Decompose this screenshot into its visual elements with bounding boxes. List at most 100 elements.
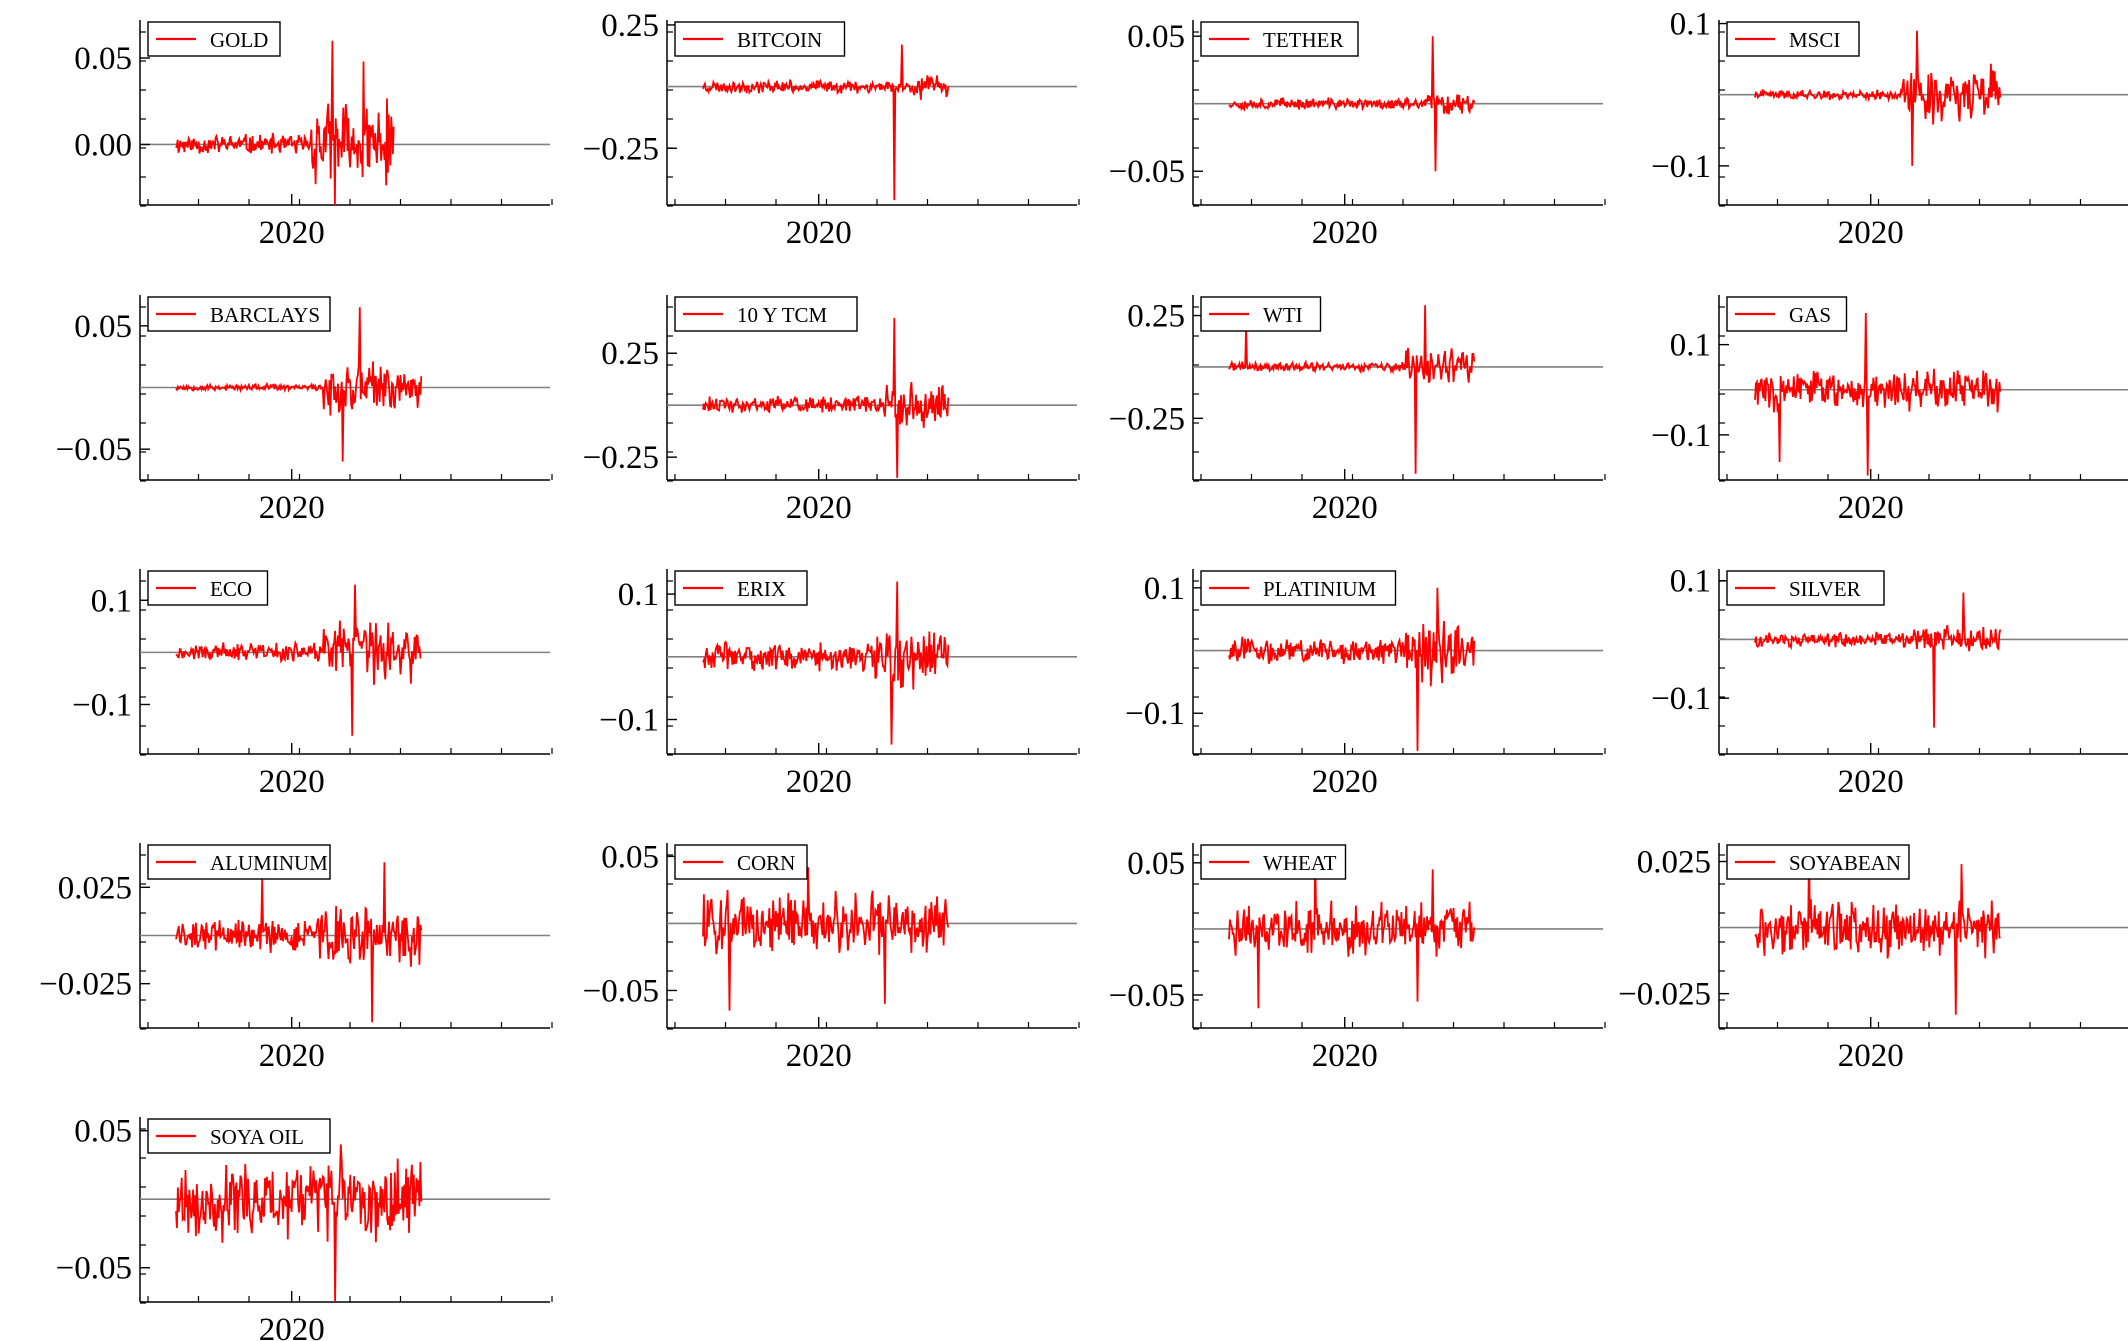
y-tick-label: 0.1 [618, 577, 659, 613]
x-tick-label: 2020 [259, 764, 325, 800]
x-tick-label: 2020 [1838, 490, 1904, 526]
series-line [1754, 592, 2002, 728]
legend-label: CORN [737, 851, 795, 875]
y-tick-label: 0.00 [74, 127, 132, 163]
series-line [1228, 587, 1476, 751]
series-line [175, 307, 423, 462]
y-tick-label: −0.1 [599, 703, 659, 739]
panel-gold: 0.05 0.00 2020 GOLD [74, 20, 553, 251]
y-tick-label: 0.1 [91, 583, 132, 619]
y-tick-label: −0.05 [1109, 978, 1185, 1014]
panel-erix: 0.1 −0.1 2020 ERIX [599, 569, 1080, 800]
y-tick-label: 0.25 [601, 336, 659, 372]
series-line [175, 40, 395, 206]
x-tick-label: 2020 [1312, 1038, 1378, 1074]
x-tick-label: 2020 [1838, 215, 1904, 251]
y-tick-label: 0.05 [1127, 846, 1185, 882]
y-tick-label: 0.05 [601, 839, 659, 875]
legend-label: ALUMINUM [210, 851, 328, 875]
panel-10-y-tcm: 0.25 −0.25 2020 10 Y TCM [583, 295, 1080, 526]
legend-label: PLATINIUM [1263, 577, 1376, 601]
y-tick-label: 0.05 [74, 1114, 132, 1150]
legend-label: WTI [1263, 303, 1303, 327]
panel-wti: 0.25 −0.25 2020 WTI [1109, 295, 1606, 526]
y-tick-label: 0.05 [74, 41, 132, 77]
panel-silver: 0.1 −0.1 2020 SILVER [1651, 564, 2128, 800]
series-line [175, 584, 422, 736]
series-line [175, 1144, 423, 1303]
y-tick-label: −0.05 [1109, 154, 1185, 190]
y-tick-label: −0.025 [39, 967, 132, 1003]
legend-label: 10 Y TCM [737, 303, 828, 327]
y-tick-label: −0.05 [56, 1251, 132, 1287]
panel-tether: 0.05 −0.05 2020 TETHER [1109, 19, 1606, 251]
y-tick-label: 0.1 [1670, 328, 1711, 364]
series-line [1228, 856, 1476, 1009]
y-tick-label: −0.25 [583, 440, 659, 476]
y-tick-label: −0.05 [583, 973, 659, 1009]
y-tick-label: 0.05 [74, 309, 132, 345]
x-tick-label: 2020 [786, 215, 852, 251]
x-tick-label: 2020 [1838, 1038, 1904, 1074]
x-tick-label: 2020 [259, 215, 325, 251]
y-tick-label: 0.05 [1127, 19, 1185, 55]
panel-corn: 0.05 −0.05 2020 CORN [583, 839, 1080, 1074]
panel-soyabean: 0.025 −0.025 2020 SOYABEAN [1618, 843, 2128, 1074]
legend-label: SOYA OIL [210, 1125, 304, 1149]
panel-gas: 0.1 −0.1 2020 GAS [1651, 295, 2128, 526]
x-tick-label: 2020 [786, 490, 852, 526]
legend-label: SILVER [1789, 577, 1861, 601]
series-line [1754, 30, 2002, 166]
panel-msci: 0.1 −0.1 2020 MSCI [1651, 7, 2128, 251]
series-line [702, 867, 950, 1011]
y-tick-label: 0.25 [1127, 299, 1185, 335]
y-tick-label: 0.1 [1670, 564, 1711, 600]
y-tick-label: −0.1 [72, 687, 132, 723]
x-tick-label: 2020 [259, 490, 325, 526]
panel-wheat: 0.05 −0.05 2020 WHEAT [1109, 843, 1606, 1074]
legend-box [1726, 21, 1860, 57]
x-tick-label: 2020 [786, 764, 852, 800]
legend-label: SOYABEAN [1789, 851, 1901, 875]
y-tick-label: −0.1 [1125, 696, 1185, 732]
legend-label: TETHER [1263, 28, 1343, 52]
y-tick-label: 0.1 [1144, 571, 1185, 607]
y-tick-label: −0.25 [583, 131, 659, 167]
series-line [175, 862, 423, 1023]
legend-label: BARCLAYS [210, 303, 320, 327]
legend-label: MSCI [1789, 28, 1840, 52]
panel-aluminum: 0.025 −0.025 2020 ALUMINUM [39, 843, 553, 1074]
legend-label: GOLD [210, 28, 268, 52]
y-tick-label: 0.025 [58, 870, 132, 906]
y-tick-label: 0.025 [1637, 845, 1711, 881]
y-tick-label: −0.25 [1109, 401, 1185, 437]
y-tick-label: −0.05 [56, 432, 132, 468]
series-line [1754, 848, 2001, 1015]
legend-label: ERIX [737, 577, 786, 601]
x-tick-label: 2020 [1312, 764, 1378, 800]
x-tick-label: 2020 [259, 1312, 325, 1341]
x-tick-label: 2020 [259, 1038, 325, 1074]
panel-bitcoin: 0.25 −0.25 2020 BITCOIN [583, 8, 1080, 251]
y-tick-label: 0.25 [601, 8, 659, 44]
legend-label: GAS [1789, 303, 1831, 327]
series-line [702, 581, 950, 745]
y-tick-label: −0.1 [1651, 149, 1711, 185]
x-tick-label: 2020 [1312, 490, 1378, 526]
y-tick-label: 0.1 [1670, 7, 1711, 43]
series-line [1754, 312, 2002, 476]
series-line [1228, 36, 1476, 172]
series-line [702, 44, 950, 201]
x-tick-label: 2020 [1312, 215, 1378, 251]
legend-label: WHEAT [1263, 851, 1337, 875]
legend-box [147, 844, 331, 880]
legend-label: BITCOIN [737, 28, 822, 52]
panel-barclays: 0.05 −0.05 2020 BARCLAYS [56, 295, 553, 526]
y-tick-label: −0.1 [1651, 418, 1711, 454]
panel-eco: 0.1 −0.1 2020 ECO [72, 569, 553, 800]
panel-soya-oil: 0.05 −0.05 2020 SOYA OIL [56, 1114, 553, 1341]
y-tick-label: −0.025 [1618, 977, 1711, 1013]
y-tick-label: −0.1 [1651, 681, 1711, 717]
legend-label: ECO [210, 577, 252, 601]
